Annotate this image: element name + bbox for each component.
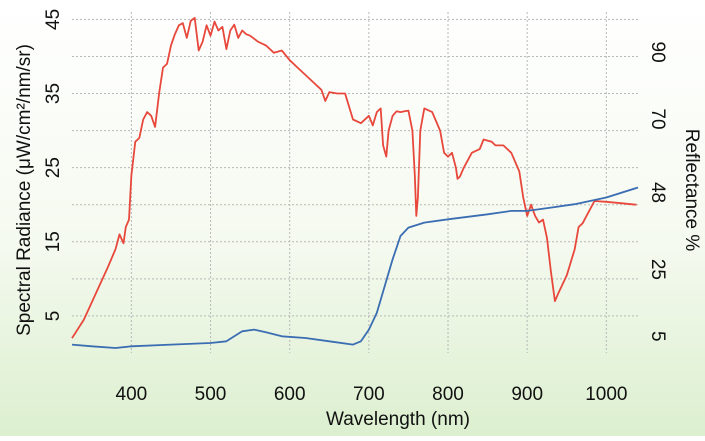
y-left-tick-label: 25: [43, 157, 64, 178]
y-left-tick-label: 45: [43, 9, 64, 30]
y-right-tick-label: 48: [647, 182, 668, 203]
y-left-tick-label: 35: [43, 83, 64, 104]
y-left-tick-label: 15: [43, 231, 64, 252]
y-left-tick-label: 5: [43, 311, 64, 322]
y-right-tick-label: 5: [647, 331, 668, 342]
x-tick-label: 500: [195, 384, 227, 405]
grid: [72, 12, 638, 353]
series-layer: [71, 17, 639, 349]
x-tick-label: 1000: [585, 384, 627, 405]
x-axis-title: Wavelength (nm): [326, 409, 470, 430]
y-right-tick-label: 90: [647, 42, 668, 63]
y-right-tick-label: 70: [647, 108, 668, 129]
x-tick-label: 800: [432, 384, 464, 405]
y-axis-right-title: Reflectance %: [681, 129, 702, 252]
reflectance-series-line: [71, 186, 639, 349]
tick-labels: 400 500 600 700 800 900 1000 5 15 25 35 45 5 25 48 70 90: [43, 9, 668, 405]
y-right-tick-label: 25: [647, 259, 668, 280]
x-tick-label: 900: [511, 384, 543, 405]
radiance-series-line: [71, 17, 637, 339]
x-tick-label: 600: [274, 384, 306, 405]
y-axis-left-title: Spectral Radiance (μW/cm²/nm/sr): [14, 44, 35, 336]
x-tick-label: 400: [116, 384, 148, 405]
x-tick-label: 700: [353, 384, 385, 405]
